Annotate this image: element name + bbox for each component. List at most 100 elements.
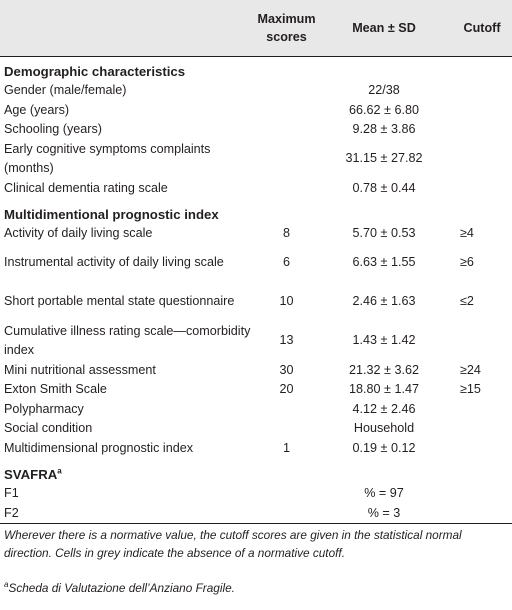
section-title-text: Demographic characteristics bbox=[4, 63, 186, 79]
section-title-superscript: a bbox=[57, 466, 62, 476]
table-row: Mini nutritional assessment 30 21.32 ± 3.6… bbox=[0, 361, 512, 381]
row-max-score: 10 bbox=[279, 294, 294, 309]
row-max-score bbox=[253, 140, 316, 179]
row-cutoff bbox=[448, 400, 512, 420]
table-row: Short portable mental state questionnair… bbox=[0, 283, 512, 322]
section-title: SVAFRAa bbox=[0, 464, 512, 484]
row-max-score bbox=[253, 400, 316, 420]
row-mean-sd: 22/38 bbox=[368, 83, 400, 98]
table-row: F1 % = 97 bbox=[0, 484, 512, 504]
section-header-row: Demographic characteristics bbox=[0, 61, 512, 81]
row-max-score: 20 bbox=[279, 382, 294, 397]
row-label: Mini nutritional assessment bbox=[4, 362, 156, 377]
table-row: Exton Smith Scale 20 18.80 ± 1.47 ≥15 bbox=[0, 380, 512, 400]
row-label: Early cognitive symptoms complaints (mon… bbox=[4, 141, 211, 176]
table-row: Schooling (years) 9.28 ± 3.86 bbox=[0, 120, 512, 140]
row-max-score bbox=[253, 419, 316, 439]
row-label: Gender (male/female) bbox=[4, 83, 127, 98]
row-cutoff: ≥6 bbox=[460, 255, 474, 270]
table-row: Early cognitive symptoms complaints (mon… bbox=[0, 140, 512, 179]
row-cutoff bbox=[448, 419, 512, 439]
row-mean-sd: 4.12 ± 2.46 bbox=[352, 401, 416, 416]
row-cutoff bbox=[448, 322, 512, 361]
row-mean-sd: % = 97 bbox=[364, 486, 404, 501]
row-label: Activity of daily living scale bbox=[4, 226, 153, 241]
footnote-a-marker: a bbox=[4, 580, 9, 590]
header-col-cutoff: Cutoff bbox=[448, 0, 512, 57]
table-row: Cumulative illness rating scale—comorbid… bbox=[0, 322, 512, 361]
row-label: Multidimensional prognostic index bbox=[4, 440, 194, 455]
row-cutoff bbox=[448, 101, 512, 121]
row-mean-sd: 5.70 ± 0.53 bbox=[352, 226, 416, 241]
header-col-label bbox=[0, 0, 253, 57]
row-cutoff bbox=[448, 179, 512, 199]
row-mean-sd: 66.62 ± 6.80 bbox=[349, 102, 419, 117]
row-cutoff bbox=[448, 120, 512, 140]
row-max-score bbox=[253, 484, 316, 504]
row-label: Clinical dementia rating scale bbox=[4, 180, 168, 195]
footnote-note: Wherever there is a normative value, the… bbox=[4, 528, 462, 560]
row-cutoff bbox=[448, 439, 512, 459]
row-label: F1 bbox=[4, 486, 19, 501]
section-title: Demographic characteristics bbox=[0, 61, 512, 81]
row-mean-sd: 18.80 ± 1.47 bbox=[349, 382, 419, 397]
section-header-row: SVAFRAa bbox=[0, 464, 512, 484]
table-row: Instrumental activity of daily living sc… bbox=[0, 244, 512, 283]
data-table: Maximum scores Mean ± SD Cutoff Demograp… bbox=[0, 0, 512, 529]
row-cutoff bbox=[448, 81, 512, 101]
row-mean-sd: 2.46 ± 1.63 bbox=[352, 294, 416, 309]
table-row: Polypharmacy 4.12 ± 2.46 bbox=[0, 400, 512, 420]
row-label: Polypharmacy bbox=[4, 401, 84, 416]
row-label: Exton Smith Scale bbox=[4, 382, 107, 397]
row-cutoff bbox=[448, 140, 512, 179]
table-row: Gender (male/female) 22/38 bbox=[0, 81, 512, 101]
row-mean-sd: 1.43 ± 1.42 bbox=[352, 333, 416, 348]
row-cutoff: ≥4 bbox=[460, 226, 474, 241]
row-max-score: 30 bbox=[279, 362, 294, 377]
row-label: F2 bbox=[4, 505, 19, 520]
section-header-row: Multidimentional prognostic index bbox=[0, 204, 512, 224]
row-max-score bbox=[253, 81, 316, 101]
section-title-text: Multidimentional prognostic index bbox=[4, 206, 219, 222]
row-mean-sd: 0.78 ± 0.44 bbox=[352, 180, 416, 195]
row-label: Social condition bbox=[4, 421, 93, 436]
footnote-a: aScheda di Valutazione dell’Anziano Frag… bbox=[4, 581, 235, 595]
row-max-score: 8 bbox=[282, 226, 290, 241]
row-label: Short portable mental state questionnair… bbox=[4, 294, 235, 309]
row-max-score: 1 bbox=[282, 440, 290, 455]
row-max-score: 6 bbox=[282, 255, 290, 270]
table-body: Demographic characteristics Gender (male/… bbox=[0, 57, 512, 529]
table-row: F2 % = 3 bbox=[0, 504, 512, 524]
row-cutoff bbox=[448, 484, 512, 504]
header-col-mean: Mean ± SD bbox=[316, 0, 448, 57]
row-label: Instrumental activity of daily living sc… bbox=[4, 255, 224, 270]
row-label: Cumulative illness rating scale—comorbid… bbox=[4, 323, 251, 358]
table-row: Clinical dementia rating scale 0.78 ± 0.4… bbox=[0, 179, 512, 199]
section-title-text: SVAFRA bbox=[4, 466, 58, 482]
row-cutoff: ≥24 bbox=[460, 362, 481, 377]
row-max-score: 13 bbox=[279, 333, 294, 348]
table-footnote: Wherever there is a normative value, the… bbox=[4, 526, 508, 562]
row-mean-sd: 6.63 ± 1.55 bbox=[352, 255, 416, 270]
row-mean-sd: Household bbox=[353, 421, 415, 436]
table-row: Social condition Household bbox=[0, 419, 512, 439]
row-label: Schooling (years) bbox=[4, 122, 102, 137]
section-title: Multidimentional prognostic index bbox=[0, 204, 512, 224]
row-mean-sd: 9.28 ± 3.86 bbox=[352, 122, 416, 137]
table-header-row: Maximum scores Mean ± SD Cutoff bbox=[0, 0, 512, 57]
header-col-max: Maximum scores bbox=[253, 0, 316, 57]
row-mean-sd: 21.32 ± 3.62 bbox=[349, 362, 419, 377]
row-max-score bbox=[253, 120, 316, 140]
row-cutoff: ≤2 bbox=[460, 294, 474, 309]
table-row: Multidimensional prognostic index 1 0.19 ±… bbox=[0, 439, 512, 459]
row-mean-sd: % = 3 bbox=[367, 505, 401, 520]
table-row: Activity of daily living scale 8 5.70 ± 0.… bbox=[0, 224, 512, 244]
row-cutoff bbox=[448, 504, 512, 524]
footnote-a-text: Scheda di Valutazione dell’Anziano Fragi… bbox=[8, 581, 235, 595]
row-label: Age (years) bbox=[4, 102, 70, 117]
table-row: Age (years) 66.62 ± 6.80 bbox=[0, 101, 512, 121]
row-mean-sd: 0.19 ± 0.12 bbox=[352, 440, 416, 455]
row-max-score bbox=[253, 101, 316, 121]
row-cutoff: ≥15 bbox=[460, 382, 481, 397]
